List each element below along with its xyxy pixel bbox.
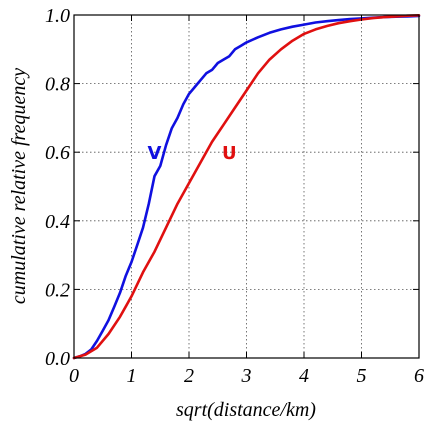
grid (74, 15, 419, 358)
y-tick-label: 1.0 (45, 5, 70, 27)
series-label-v: V (148, 143, 162, 164)
series-label-u: U (222, 143, 237, 164)
x-tick-label: 3 (241, 365, 252, 387)
series-line-v (72, 14, 421, 360)
ticks (73, 14, 420, 359)
series-layer (72, 14, 421, 360)
x-tick-label: 1 (127, 365, 137, 387)
y-tick-labels: 0.0 0.2 0.4 0.6 0.8 1.0 (45, 5, 70, 370)
y-tick-label: 0.8 (45, 74, 70, 96)
y-tick-label: 0.2 (45, 279, 70, 301)
y-tick-label: 0.4 (45, 211, 70, 233)
y-tick-label: 0.0 (45, 348, 70, 370)
x-axis-label: sqrt(distance/km) (176, 399, 316, 421)
x-tick-label: 2 (184, 365, 194, 387)
y-axis-label: cumulative relative frequency (8, 68, 30, 304)
x-tick-label: 0 (69, 365, 79, 387)
series-line-u (72, 14, 421, 360)
x-tick-label: 5 (357, 365, 367, 387)
y-tick-label: 0.6 (45, 142, 70, 164)
x-tick-labels: 0 1 2 3 4 5 6 (69, 365, 424, 387)
x-tick-label: 4 (299, 365, 309, 387)
x-tick-label: 6 (414, 365, 424, 387)
